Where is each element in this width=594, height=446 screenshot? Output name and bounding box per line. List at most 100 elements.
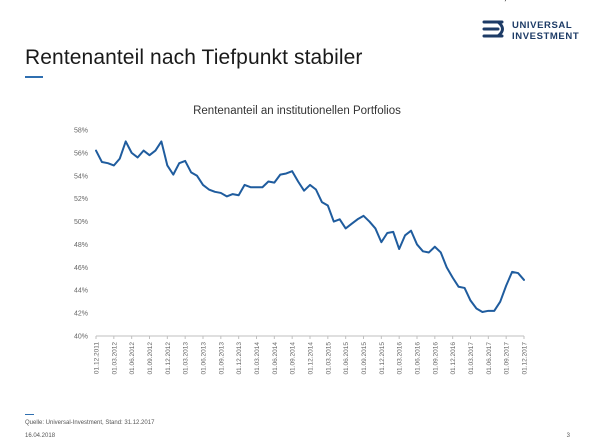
data-point: [113, 165, 115, 167]
data-point: [167, 165, 169, 167]
x-tick-label: 01.06.2014: [272, 342, 279, 375]
data-point: [214, 191, 216, 193]
data-point: [458, 286, 460, 288]
x-tick-label: 01.12.2012: [165, 342, 172, 375]
data-point: [155, 150, 157, 152]
data-point: [404, 234, 406, 236]
data-point: [178, 162, 180, 164]
x-tick-label: 01.12.2013: [236, 342, 243, 375]
data-point: [339, 218, 341, 220]
data-point: [274, 182, 276, 184]
y-tick-label: 42%: [74, 311, 88, 318]
x-tick-label: 01.06.2017: [486, 342, 493, 375]
data-point: [392, 231, 394, 233]
y-tick-label: 44%: [74, 288, 88, 295]
data-point: [398, 248, 400, 250]
data-point: [256, 186, 258, 188]
data-point: [172, 174, 174, 176]
data-point: [381, 241, 383, 243]
data-point: [452, 277, 454, 279]
data-point: [416, 244, 418, 246]
data-point: [238, 194, 240, 196]
data-point: [291, 170, 293, 172]
x-tick-label: 01.03.2015: [325, 342, 332, 375]
x-tick-label: 01.12.2011: [94, 342, 101, 374]
x-tick-label: 01.03.2017: [468, 342, 475, 375]
data-point: [232, 193, 234, 195]
data-point: [464, 287, 466, 289]
logo-text-line2: INVESTMENT: [512, 31, 580, 42]
data-point: [161, 141, 163, 143]
x-tick-label: 01.06.2012: [129, 342, 136, 375]
x-tick-label: 01.03.2014: [254, 342, 261, 375]
x-tick-label: 01.09.2016: [432, 342, 439, 375]
x-tick-label: 01.09.2015: [361, 342, 368, 375]
x-tick-label: 01.09.2013: [218, 342, 225, 375]
data-point: [119, 158, 121, 160]
data-point: [101, 161, 103, 163]
data-point: [517, 272, 519, 274]
data-point: [149, 154, 151, 156]
data-point: [95, 150, 97, 152]
x-tick-label: 01.03.2013: [183, 342, 190, 375]
page-number: 3: [566, 433, 570, 439]
x-tick-label: 01.09.2017: [504, 342, 511, 375]
data-point: [470, 300, 472, 302]
data-point: [476, 308, 478, 310]
data-point: [297, 181, 299, 183]
data-point: [357, 218, 359, 220]
data-point: [244, 184, 246, 186]
x-tick-label: 01.06.2016: [415, 342, 422, 375]
data-point: [482, 311, 484, 313]
data-point: [143, 150, 145, 152]
x-tick-label: 01.06.2013: [201, 342, 208, 375]
y-tick-label: 46%: [74, 265, 88, 272]
y-tick-label: 54%: [74, 173, 88, 180]
data-point: [523, 279, 525, 281]
data-point: [375, 228, 377, 230]
logo-text-line1: UNIVERSAL: [512, 20, 573, 31]
chart-title: Rentenanteil an institutionellen Portfol…: [193, 105, 401, 117]
data-point: [333, 221, 335, 223]
data-point: [202, 184, 204, 186]
data-point: [369, 221, 371, 223]
y-tick-label: 56%: [74, 150, 88, 157]
x-tick-label: 01.12.2014: [308, 342, 315, 375]
data-point: [440, 252, 442, 254]
data-point: [428, 252, 430, 254]
data-point: [131, 152, 133, 154]
y-tick-label: 58%: [74, 128, 88, 135]
data-point: [363, 215, 365, 217]
y-tick-label: 40%: [74, 334, 88, 341]
data-point: [107, 162, 109, 164]
data-point: [386, 232, 388, 234]
x-tick-label: 01.09.2014: [290, 342, 297, 375]
source-note: Quelle: Universal-Investment, Stand: 31.…: [25, 420, 155, 426]
data-point: [137, 157, 139, 159]
data-point: [511, 271, 513, 273]
x-tick-label: 01.09.2012: [147, 342, 154, 375]
title-accent-rule: [25, 76, 43, 78]
data-point: [422, 251, 424, 253]
data-point: [303, 190, 305, 192]
x-tick-label: 01.12.2016: [450, 342, 457, 375]
data-point: [493, 310, 495, 312]
data-point: [410, 230, 412, 232]
data-point: [220, 192, 222, 194]
data-point: [488, 310, 490, 312]
footer-accent-rule: [25, 414, 34, 415]
page-title: Rentenanteil nach Tiefpunkt stabiler: [25, 46, 363, 69]
x-tick-label: 01.03.2016: [397, 342, 404, 375]
data-point: [309, 184, 311, 186]
x-tick-label: 01.03.2012: [111, 342, 118, 375]
data-point: [327, 205, 329, 207]
data-point: [125, 141, 127, 143]
y-tick-label: 52%: [74, 196, 88, 203]
data-point: [226, 196, 228, 198]
data-point: [250, 186, 252, 188]
data-point: [196, 175, 198, 177]
data-point: [321, 201, 323, 203]
universal-investment-logo-icon: [482, 20, 504, 38]
data-point: [279, 174, 281, 176]
